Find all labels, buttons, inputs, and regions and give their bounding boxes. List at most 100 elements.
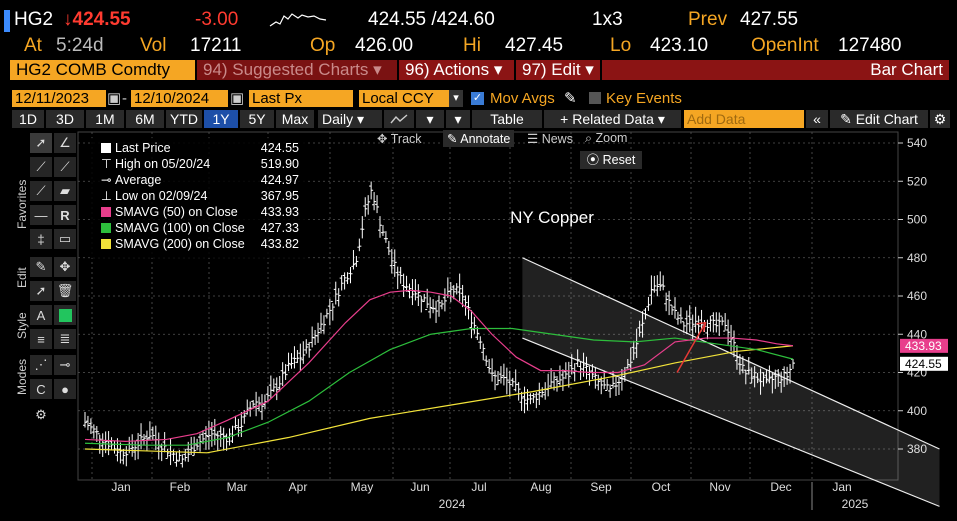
x-tick-label: May: [351, 480, 374, 494]
low-value: 423.10: [650, 35, 709, 56]
high-value: 427.45: [505, 35, 564, 56]
zoom-button[interactable]: ⌕ Zoom: [585, 131, 628, 145]
collapse-icon[interactable]: «: [806, 110, 828, 128]
text-tool-icon[interactable]: A: [30, 305, 52, 325]
bid-ask-size: 1x3: [592, 9, 623, 30]
period-1d[interactable]: 1D: [12, 110, 44, 128]
vol-label: Vol: [140, 35, 167, 56]
palette-icon[interactable]: ●: [54, 379, 76, 399]
trend-tool-icon[interactable]: ⟋: [30, 181, 52, 201]
currency-select[interactable]: Local CCY: [359, 90, 449, 107]
rectangle-tool-icon[interactable]: ▭: [54, 229, 76, 249]
price-axis-label: 424.55: [905, 357, 942, 371]
draw-tool-icon[interactable]: ∠: [54, 133, 76, 153]
at-time: 5:24d: [56, 35, 104, 56]
frequency-select[interactable]: Daily ▾: [318, 110, 382, 128]
table-button[interactable]: Table: [472, 110, 542, 128]
related-data-button[interactable]: + Related Data ▾: [544, 110, 681, 128]
period-max[interactable]: Max: [276, 110, 314, 128]
legend-swatch: [101, 143, 111, 153]
suggested-charts-menu[interactable]: 94) Suggested Charts ▾: [197, 60, 397, 80]
add-data-input[interactable]: Add Data: [684, 110, 804, 128]
legend-label: Low on 02/09/24: [115, 189, 208, 203]
legend-value: 367.95: [260, 189, 299, 203]
actions-menu[interactable]: 96) Actions ▾: [399, 60, 514, 80]
start-date-field[interactable]: 12/11/2023: [12, 90, 106, 107]
period-1y[interactable]: 1Y: [204, 110, 238, 128]
low-label: Lo: [610, 35, 632, 56]
openint-value: 127480: [838, 35, 902, 56]
pencil-icon[interactable]: ✎: [564, 90, 577, 107]
menu-bar: HG2 COMB Comdty 94) Suggested Charts ▾ 9…: [0, 58, 957, 82]
open-label: Op: [310, 35, 336, 56]
line-tool-icon[interactable]: ⟋: [30, 157, 52, 177]
ray-tool-icon[interactable]: ⟋: [54, 157, 76, 177]
reset-label: Reset: [602, 153, 636, 167]
y-tick-label: 500: [907, 213, 927, 227]
line-chart-icon[interactable]: [384, 110, 414, 128]
quote-header: HG2 ↓424.55 -3.00 424.55 /424.60 1x3 Pre…: [0, 10, 957, 32]
retracement-tool-icon[interactable]: R: [54, 205, 76, 225]
cursor-tool-icon[interactable]: ➚: [30, 133, 52, 153]
annotate-button[interactable]: ✎ Annotate: [443, 130, 515, 147]
edit-chart-button[interactable]: ✎ Edit Chart: [830, 110, 928, 128]
reset-button[interactable]: ⦿ Reset: [580, 151, 642, 169]
pen-tool-icon[interactable]: ✎: [30, 257, 52, 277]
period-1m[interactable]: 1M: [86, 110, 124, 128]
bid-ask: 424.55 /424.60: [368, 9, 495, 30]
mov-avgs-checkbox[interactable]: ✓: [471, 92, 484, 105]
end-calendar-icon[interactable]: ▣: [230, 90, 245, 107]
edit-chart-label: Edit Chart: [855, 111, 918, 127]
legend-entry: SMAVG (100) on Close 427.33: [101, 220, 299, 236]
quote-stats: At 5:24d Vol 17211 Op 426.00 Hi 427.45 L…: [0, 36, 957, 58]
security-marker: [4, 10, 10, 32]
crosshair-icon[interactable]: ⋰: [30, 355, 52, 375]
move-tool-icon[interactable]: ✥: [54, 257, 76, 277]
trend-arrow-head: [696, 321, 707, 332]
x-tick-label: Jun: [410, 480, 429, 494]
magnet-icon[interactable]: ⊸: [54, 355, 76, 375]
period-6m[interactable]: 6M: [126, 110, 164, 128]
legend-value: 433.82: [260, 237, 299, 251]
field-select[interactable]: Last Px: [249, 90, 353, 107]
color-swatch-icon[interactable]: [54, 305, 76, 325]
channel-tool-icon[interactable]: ▰: [54, 181, 76, 201]
track-button[interactable]: ✥ Track: [377, 132, 422, 146]
legend-label: High on 05/20/24: [115, 157, 211, 171]
y-tick-label: 440: [907, 327, 927, 341]
start-calendar-icon[interactable]: ▣: [107, 90, 122, 107]
chart-type-menu[interactable]: Bar Chart: [602, 60, 949, 80]
last-price: ↓424.55: [63, 9, 131, 30]
end-date-field[interactable]: 12/10/2024: [131, 90, 228, 107]
gear-icon[interactable]: ⚙: [930, 110, 950, 128]
period-5y[interactable]: 5Y: [240, 110, 274, 128]
legend-swatch: [101, 207, 111, 217]
key-events-checkbox[interactable]: [589, 92, 601, 104]
currency-dropdown-icon[interactable]: ▾: [449, 90, 463, 107]
low-marker-icon: ⊥: [101, 189, 112, 203]
more-dropdown-icon[interactable]: ▾: [446, 110, 470, 128]
settings-icon[interactable]: ⚙: [30, 405, 52, 425]
open-value: 426.00: [355, 35, 414, 56]
period-ytd[interactable]: YTD: [166, 110, 202, 128]
hline-tool-icon[interactable]: —: [30, 205, 52, 225]
price-axis-label-bg: [900, 338, 948, 353]
edit-menu[interactable]: 97) Edit ▾: [516, 60, 600, 80]
related-data-label: Related Data: [572, 111, 654, 127]
prev-label: Prev: [688, 9, 728, 30]
frequency-label: Daily: [322, 111, 354, 127]
fib-tool-icon[interactable]: ‡: [30, 229, 52, 249]
price-axis-label: 433.93: [905, 339, 942, 353]
line-style-icon[interactable]: ≣: [54, 329, 76, 349]
legend-entry: SMAVG (200) on Close 433.82: [101, 236, 299, 252]
snap-mode-icon[interactable]: C: [30, 379, 52, 399]
channel-fill: [522, 257, 940, 507]
security-field[interactable]: HG2 COMB Comdty: [10, 60, 195, 80]
trash-icon[interactable]: 🗑: [54, 281, 76, 301]
chart-style-dropdown-icon[interactable]: ▾: [416, 110, 444, 128]
y-tick-label: 380: [907, 442, 927, 456]
news-button[interactable]: ☰ News: [527, 132, 573, 146]
line-weight-icon[interactable]: ≡: [30, 329, 52, 349]
select-tool-icon[interactable]: ➚: [30, 281, 52, 301]
period-3d[interactable]: 3D: [46, 110, 84, 128]
